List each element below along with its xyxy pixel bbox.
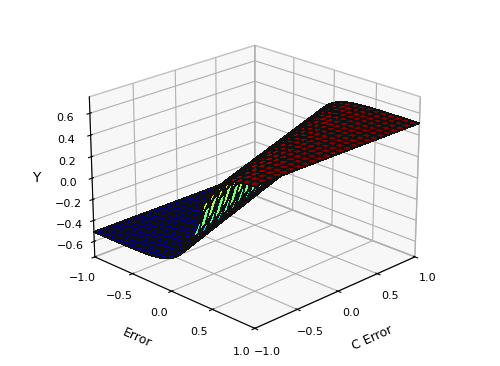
X-axis label: C Error: C Error xyxy=(350,324,395,353)
Y-axis label: Error: Error xyxy=(120,326,154,350)
